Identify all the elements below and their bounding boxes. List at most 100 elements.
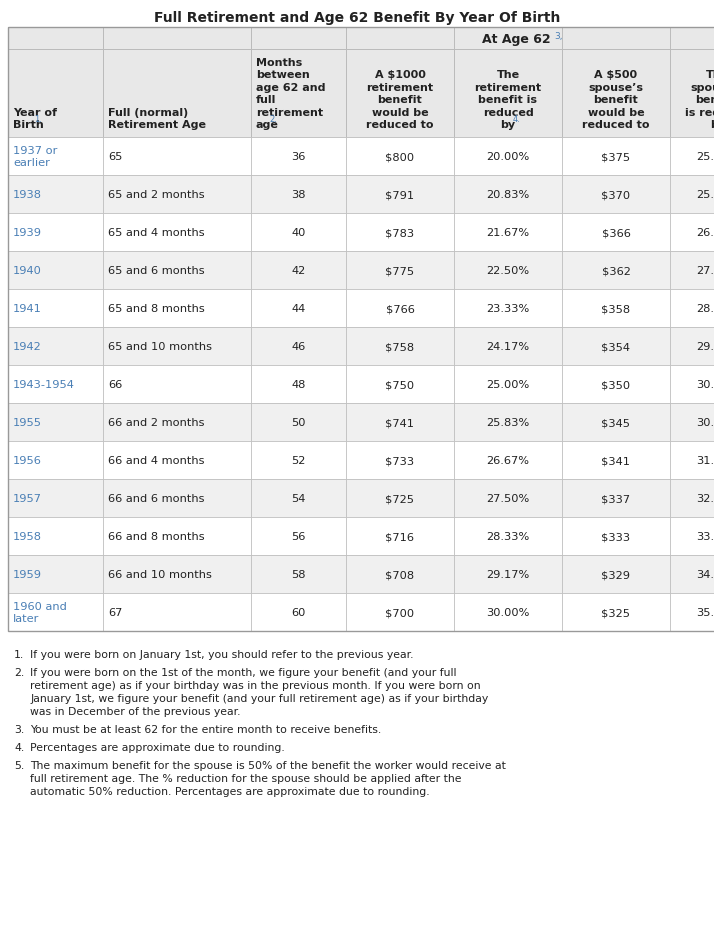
Text: Percentages are approximate due to rounding.: Percentages are approximate due to round… (30, 742, 285, 753)
Bar (346, 366, 454, 404)
Bar (251, 138, 346, 175)
Text: 50: 50 (291, 418, 306, 428)
Bar (103, 251, 251, 290)
Bar (251, 290, 346, 328)
Text: 26.67%: 26.67% (696, 227, 714, 238)
Bar (454, 593, 562, 631)
Text: Year of
Birth: Year of Birth (13, 108, 57, 130)
Bar (8, 366, 103, 404)
Bar (103, 442, 251, 480)
Text: 1960 and
later: 1960 and later (13, 601, 67, 624)
Bar (454, 404, 562, 442)
Text: 56: 56 (291, 532, 306, 541)
Bar (8, 480, 103, 518)
Text: 66 and 2 months: 66 and 2 months (108, 418, 204, 428)
Text: 28.33%: 28.33% (696, 303, 714, 314)
Text: 25.00%: 25.00% (486, 380, 530, 390)
Text: 27.50%: 27.50% (486, 494, 530, 504)
Bar (670, 593, 714, 631)
Text: You must be at least 62 for the entire month to receive benefits.: You must be at least 62 for the entire m… (30, 724, 381, 734)
Bar (454, 518, 562, 555)
Bar (562, 213, 670, 251)
Bar (103, 290, 251, 328)
Bar (346, 593, 454, 631)
Bar (454, 251, 562, 290)
Text: 30.00%: 30.00% (486, 607, 530, 617)
Text: $350: $350 (601, 380, 630, 390)
Bar (8, 28, 103, 50)
Text: 1943-1954: 1943-1954 (13, 380, 75, 390)
Bar (103, 175, 251, 213)
Text: 65 and 4 months: 65 and 4 months (108, 227, 205, 238)
Bar (103, 518, 251, 555)
Text: 1942: 1942 (13, 342, 41, 352)
Text: 65 and 10 months: 65 and 10 months (108, 342, 212, 352)
Text: 65 and 6 months: 65 and 6 months (108, 265, 205, 276)
Text: 44: 44 (291, 303, 306, 314)
Bar (251, 28, 346, 50)
Text: 54: 54 (291, 494, 306, 504)
Text: $354: $354 (601, 342, 630, 352)
Text: 60: 60 (291, 607, 306, 617)
Text: 34.17%: 34.17% (696, 570, 714, 579)
Text: 30.00%: 30.00% (696, 380, 714, 390)
Text: 4.: 4. (513, 115, 521, 123)
Bar (562, 138, 670, 175)
Text: At Age 62: At Age 62 (481, 32, 555, 45)
Bar (8, 251, 103, 290)
Bar (670, 518, 714, 555)
Text: 20.83%: 20.83% (486, 190, 530, 200)
Bar (8, 442, 103, 480)
Text: $733: $733 (386, 456, 415, 466)
Bar (562, 251, 670, 290)
Text: Full (normal)
Retirement Age: Full (normal) Retirement Age (108, 108, 206, 130)
Text: 21.67%: 21.67% (486, 227, 530, 238)
Text: 66 and 8 months: 66 and 8 months (108, 532, 205, 541)
Text: A $500
spouse’s
benefit
would be
reduced to: A $500 spouse’s benefit would be reduced… (582, 71, 650, 130)
Bar (346, 138, 454, 175)
Text: 25.83%: 25.83% (696, 190, 714, 200)
Text: 48: 48 (291, 380, 306, 390)
Text: 65 and 2 months: 65 and 2 months (108, 190, 205, 200)
Bar (251, 593, 346, 631)
Text: $325: $325 (601, 607, 630, 617)
Text: 25.00%: 25.00% (696, 152, 714, 161)
Text: 1958: 1958 (13, 532, 42, 541)
Bar (670, 251, 714, 290)
Bar (670, 50, 714, 138)
Text: 1939: 1939 (13, 227, 42, 238)
Text: automatic 50% reduction. Percentages are approximate due to rounding.: automatic 50% reduction. Percentages are… (30, 786, 430, 796)
Text: Months
between
age 62 and
full
retirement
age: Months between age 62 and full retiremen… (256, 58, 326, 130)
Text: 66: 66 (108, 380, 122, 390)
Text: 20.00%: 20.00% (486, 152, 530, 161)
Bar (103, 50, 251, 138)
Text: The maximum benefit for the spouse is 50% of the benefit the worker would receiv: The maximum benefit for the spouse is 50… (30, 760, 506, 770)
Text: 32.50%: 32.50% (696, 494, 714, 504)
Bar (8, 50, 103, 138)
Bar (251, 50, 346, 138)
Bar (103, 480, 251, 518)
Bar (251, 442, 346, 480)
Text: 1955: 1955 (13, 418, 42, 428)
Bar (346, 555, 454, 593)
Text: 1.: 1. (14, 650, 24, 659)
Bar (346, 50, 454, 138)
Bar (8, 290, 103, 328)
Text: $783: $783 (386, 227, 415, 238)
Bar (562, 404, 670, 442)
Text: $758: $758 (386, 342, 415, 352)
Bar (454, 328, 562, 366)
Text: 66 and 6 months: 66 and 6 months (108, 494, 204, 504)
Text: A $1000
retirement
benefit
would be
reduced to: A $1000 retirement benefit would be redu… (366, 71, 433, 130)
Bar (8, 555, 103, 593)
Bar (346, 328, 454, 366)
Bar (103, 328, 251, 366)
Text: 31.67%: 31.67% (696, 456, 714, 466)
Bar (346, 213, 454, 251)
Text: $333: $333 (601, 532, 630, 541)
Bar (103, 404, 251, 442)
Text: $329: $329 (601, 570, 630, 579)
Bar (8, 213, 103, 251)
Bar (670, 213, 714, 251)
Text: $370: $370 (601, 190, 630, 200)
